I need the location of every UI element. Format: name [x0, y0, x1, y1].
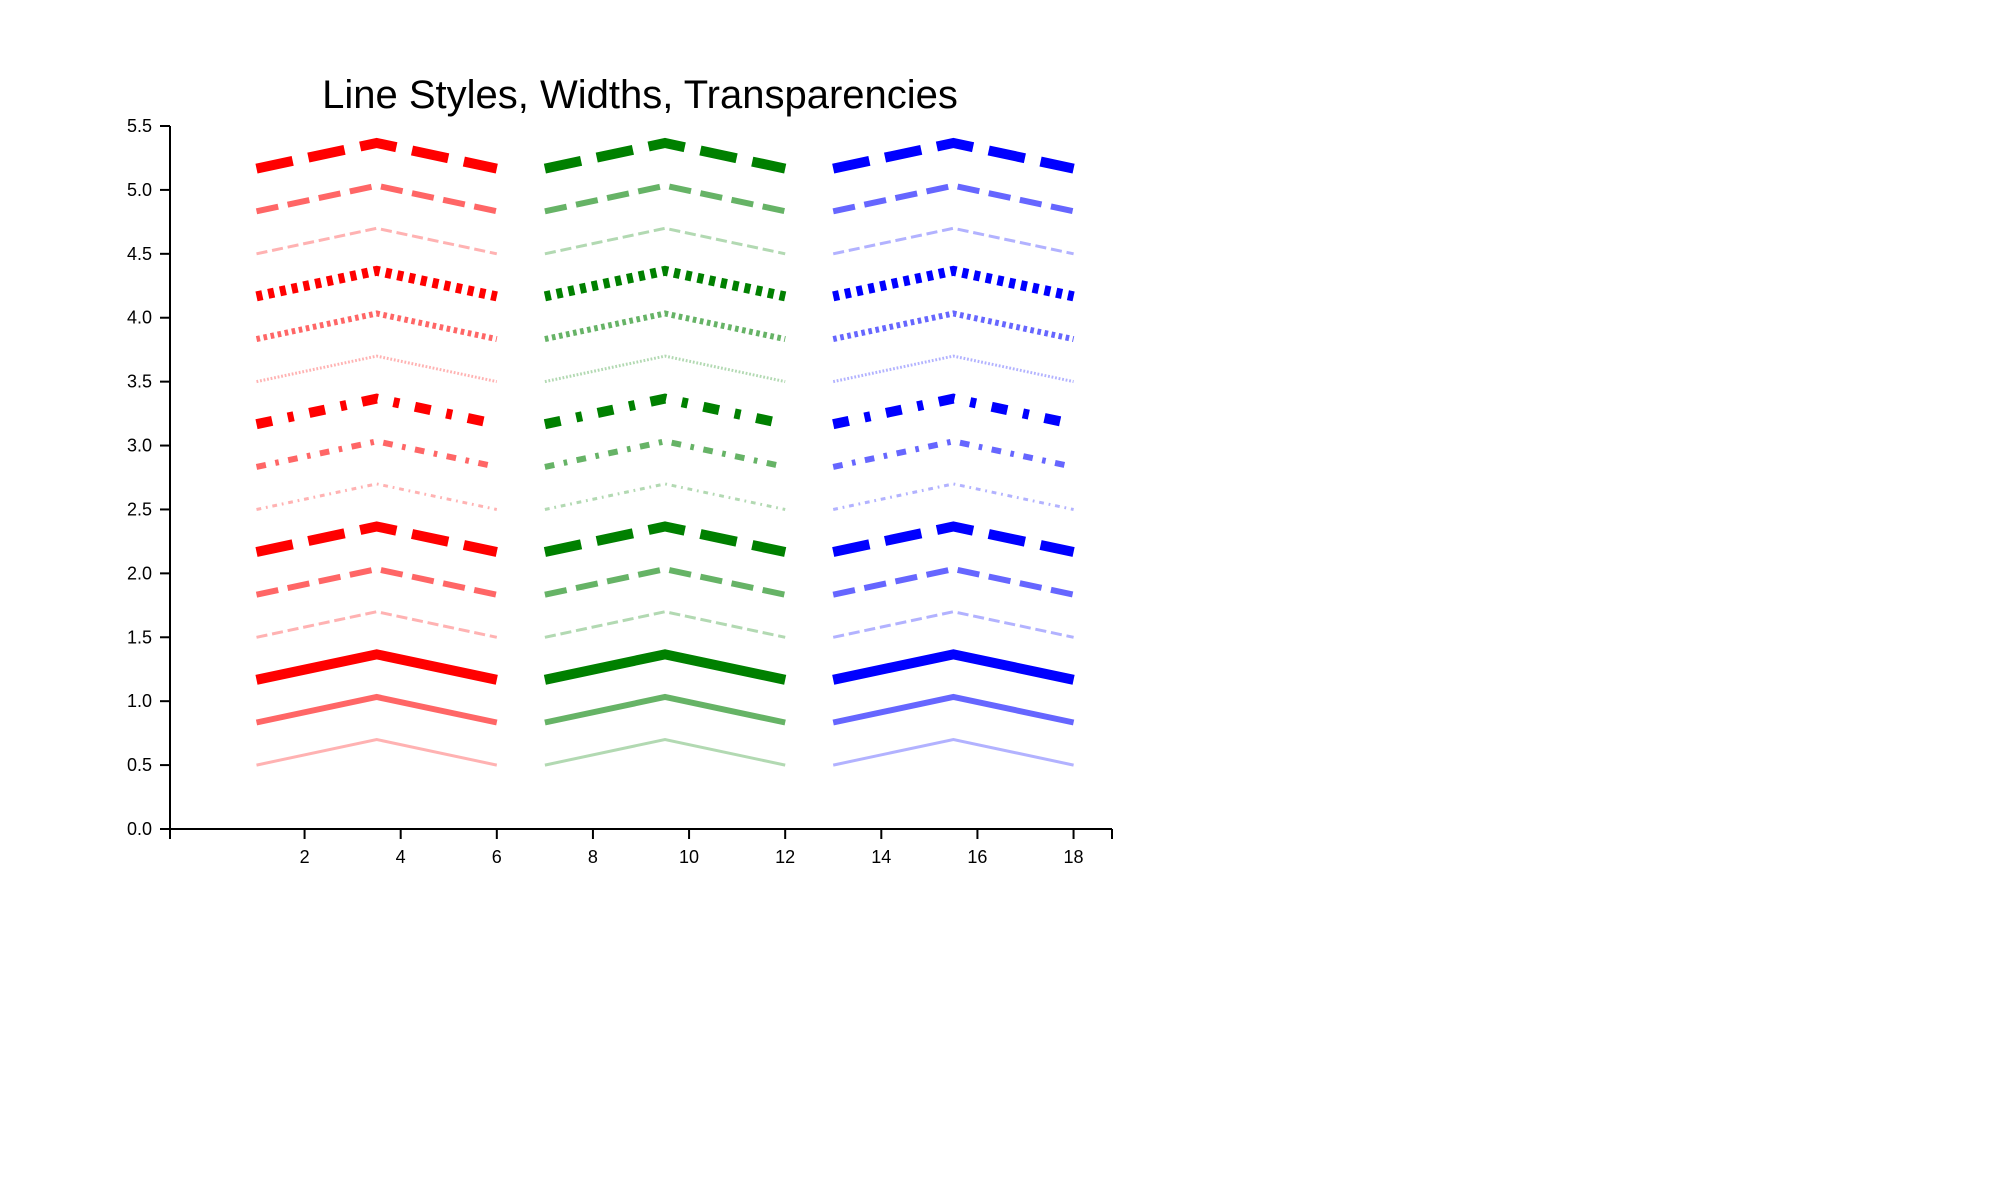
x-tick-label: 8	[588, 847, 598, 867]
series-line-blue-dashdot-39	[832, 393, 1075, 430]
series-line-blue-dashed-43	[832, 226, 1074, 256]
chart-title: Line Styles, Widths, Transparencies	[322, 73, 958, 117]
series-line-red-dashed-15	[255, 137, 498, 174]
series-line-green-dotted-27	[543, 265, 787, 302]
x-tick-label: 16	[967, 847, 987, 867]
series-line-green-solid-18	[543, 649, 787, 685]
series-line-blue-dashed-36	[832, 521, 1075, 557]
series-line-green-dashed-19	[544, 610, 786, 639]
series-line-red-dashdot-9	[255, 393, 498, 430]
series-line-blue-dashdot-37	[832, 482, 1074, 511]
series-line-green-dashed-30	[543, 137, 787, 174]
series-line-red-dashdot-7	[256, 482, 498, 511]
y-tick-label: 1.5	[127, 627, 152, 647]
series-line-green-dashed-20	[544, 566, 786, 598]
series-line-red-dashed-5	[255, 566, 498, 598]
series-line-red-dashed-13	[256, 226, 498, 256]
series-line-blue-solid-32	[832, 693, 1075, 726]
series-line-red-dashed-6	[255, 521, 498, 557]
y-tick-label: 5.0	[127, 180, 152, 200]
series-line-red-solid-1	[256, 737, 498, 767]
y-tick-label: 4.0	[127, 308, 152, 328]
series-line-red-dotted-10	[256, 354, 498, 384]
series-line-blue-dashed-34	[832, 610, 1074, 639]
y-tick-label: 2.0	[127, 563, 152, 583]
series-line-red-dashdot-8	[255, 438, 498, 470]
series-line-blue-solid-33	[832, 649, 1075, 685]
series-line-green-dashdot-22	[544, 482, 786, 511]
series-line-red-dotted-11	[255, 310, 498, 343]
y-tick-label: 1.0	[127, 691, 152, 711]
y-tick-label: 4.5	[127, 244, 152, 264]
series-line-green-dotted-25	[544, 354, 786, 384]
x-tick-label: 10	[679, 847, 699, 867]
x-tick-label: 6	[492, 847, 502, 867]
series-line-red-dashed-4	[256, 610, 498, 639]
series-line-red-solid-3	[255, 649, 498, 685]
series-line-blue-dotted-40	[832, 354, 1074, 384]
series-line-green-dashed-29	[544, 182, 786, 215]
series-line-red-dotted-12	[255, 265, 498, 302]
series-line-red-solid-2	[255, 693, 498, 726]
series-line-blue-dashdot-38	[832, 438, 1075, 470]
series-line-blue-dashed-44	[832, 182, 1075, 215]
series-line-blue-dotted-41	[832, 310, 1075, 343]
y-tick-label: 2.5	[127, 499, 152, 519]
y-tick-label: 3.0	[127, 436, 152, 456]
x-tick-label: 2	[300, 847, 310, 867]
series-line-green-dotted-26	[544, 310, 786, 343]
axes-layer: 2 4 6 8 10 12 14 16 18 0.0 0.5 1.0 1.5 2.0 2.5 3.0 3.5 4.…	[127, 116, 1113, 867]
y-tick-label: 0.0	[127, 819, 152, 839]
series-line-blue-dashed-35	[832, 566, 1075, 598]
x-tick-label: 12	[775, 847, 795, 867]
y-tick-label: 5.5	[127, 116, 152, 136]
x-tick-label: 4	[396, 847, 406, 867]
series-line-red-dashed-14	[255, 182, 498, 215]
series-line-blue-dashed-45	[832, 137, 1075, 174]
y-tick-label: 3.5	[127, 372, 152, 392]
series-line-green-dashdot-23	[544, 438, 786, 470]
series-line-blue-dotted-42	[832, 265, 1075, 302]
series-layer	[255, 137, 1075, 767]
series-line-blue-solid-31	[832, 737, 1074, 767]
x-tick-label: 14	[871, 847, 891, 867]
series-line-green-dashed-28	[544, 226, 786, 256]
series-line-green-solid-16	[544, 737, 786, 767]
x-tick-label: 18	[1064, 847, 1084, 867]
series-line-green-dashdot-24	[543, 393, 787, 430]
y-tick-label: 0.5	[127, 755, 152, 775]
series-line-green-dashed-21	[543, 521, 787, 557]
series-line-green-solid-17	[544, 693, 786, 726]
